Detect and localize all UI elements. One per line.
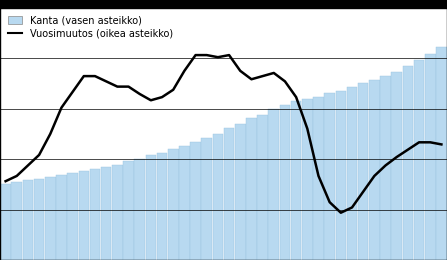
Bar <box>436 47 447 260</box>
Bar <box>12 183 22 260</box>
Bar <box>347 87 357 260</box>
Bar <box>224 128 234 260</box>
Bar <box>291 101 301 260</box>
Bar <box>157 153 167 260</box>
Bar <box>101 167 111 260</box>
Bar <box>369 80 380 260</box>
Bar <box>67 173 78 260</box>
Bar <box>112 165 122 260</box>
Bar <box>146 155 156 260</box>
Bar <box>123 161 134 260</box>
Bar <box>23 180 33 260</box>
Bar <box>358 83 368 260</box>
Bar <box>269 109 279 260</box>
Bar <box>257 114 268 260</box>
Bar <box>0 184 11 260</box>
Bar <box>235 124 245 260</box>
Bar <box>168 150 178 260</box>
Bar <box>425 54 435 260</box>
Bar <box>213 134 223 260</box>
Bar <box>90 169 100 260</box>
Bar <box>392 72 402 260</box>
Bar <box>190 142 201 260</box>
Legend: Kanta (vasen asteikko), Vuosimuutos (oikea asteikko): Kanta (vasen asteikko), Vuosimuutos (oik… <box>5 13 176 41</box>
Bar <box>179 146 190 260</box>
Bar <box>414 60 424 260</box>
Bar <box>34 179 44 260</box>
Bar <box>45 177 55 260</box>
Bar <box>336 91 346 260</box>
Bar <box>135 159 145 260</box>
Bar <box>56 175 67 260</box>
Bar <box>403 66 413 260</box>
Bar <box>325 93 335 260</box>
Bar <box>280 105 290 260</box>
Bar <box>313 97 324 260</box>
Bar <box>79 171 89 260</box>
Bar <box>302 99 312 260</box>
Bar <box>380 76 391 260</box>
Bar <box>246 118 257 260</box>
Bar <box>202 138 212 260</box>
